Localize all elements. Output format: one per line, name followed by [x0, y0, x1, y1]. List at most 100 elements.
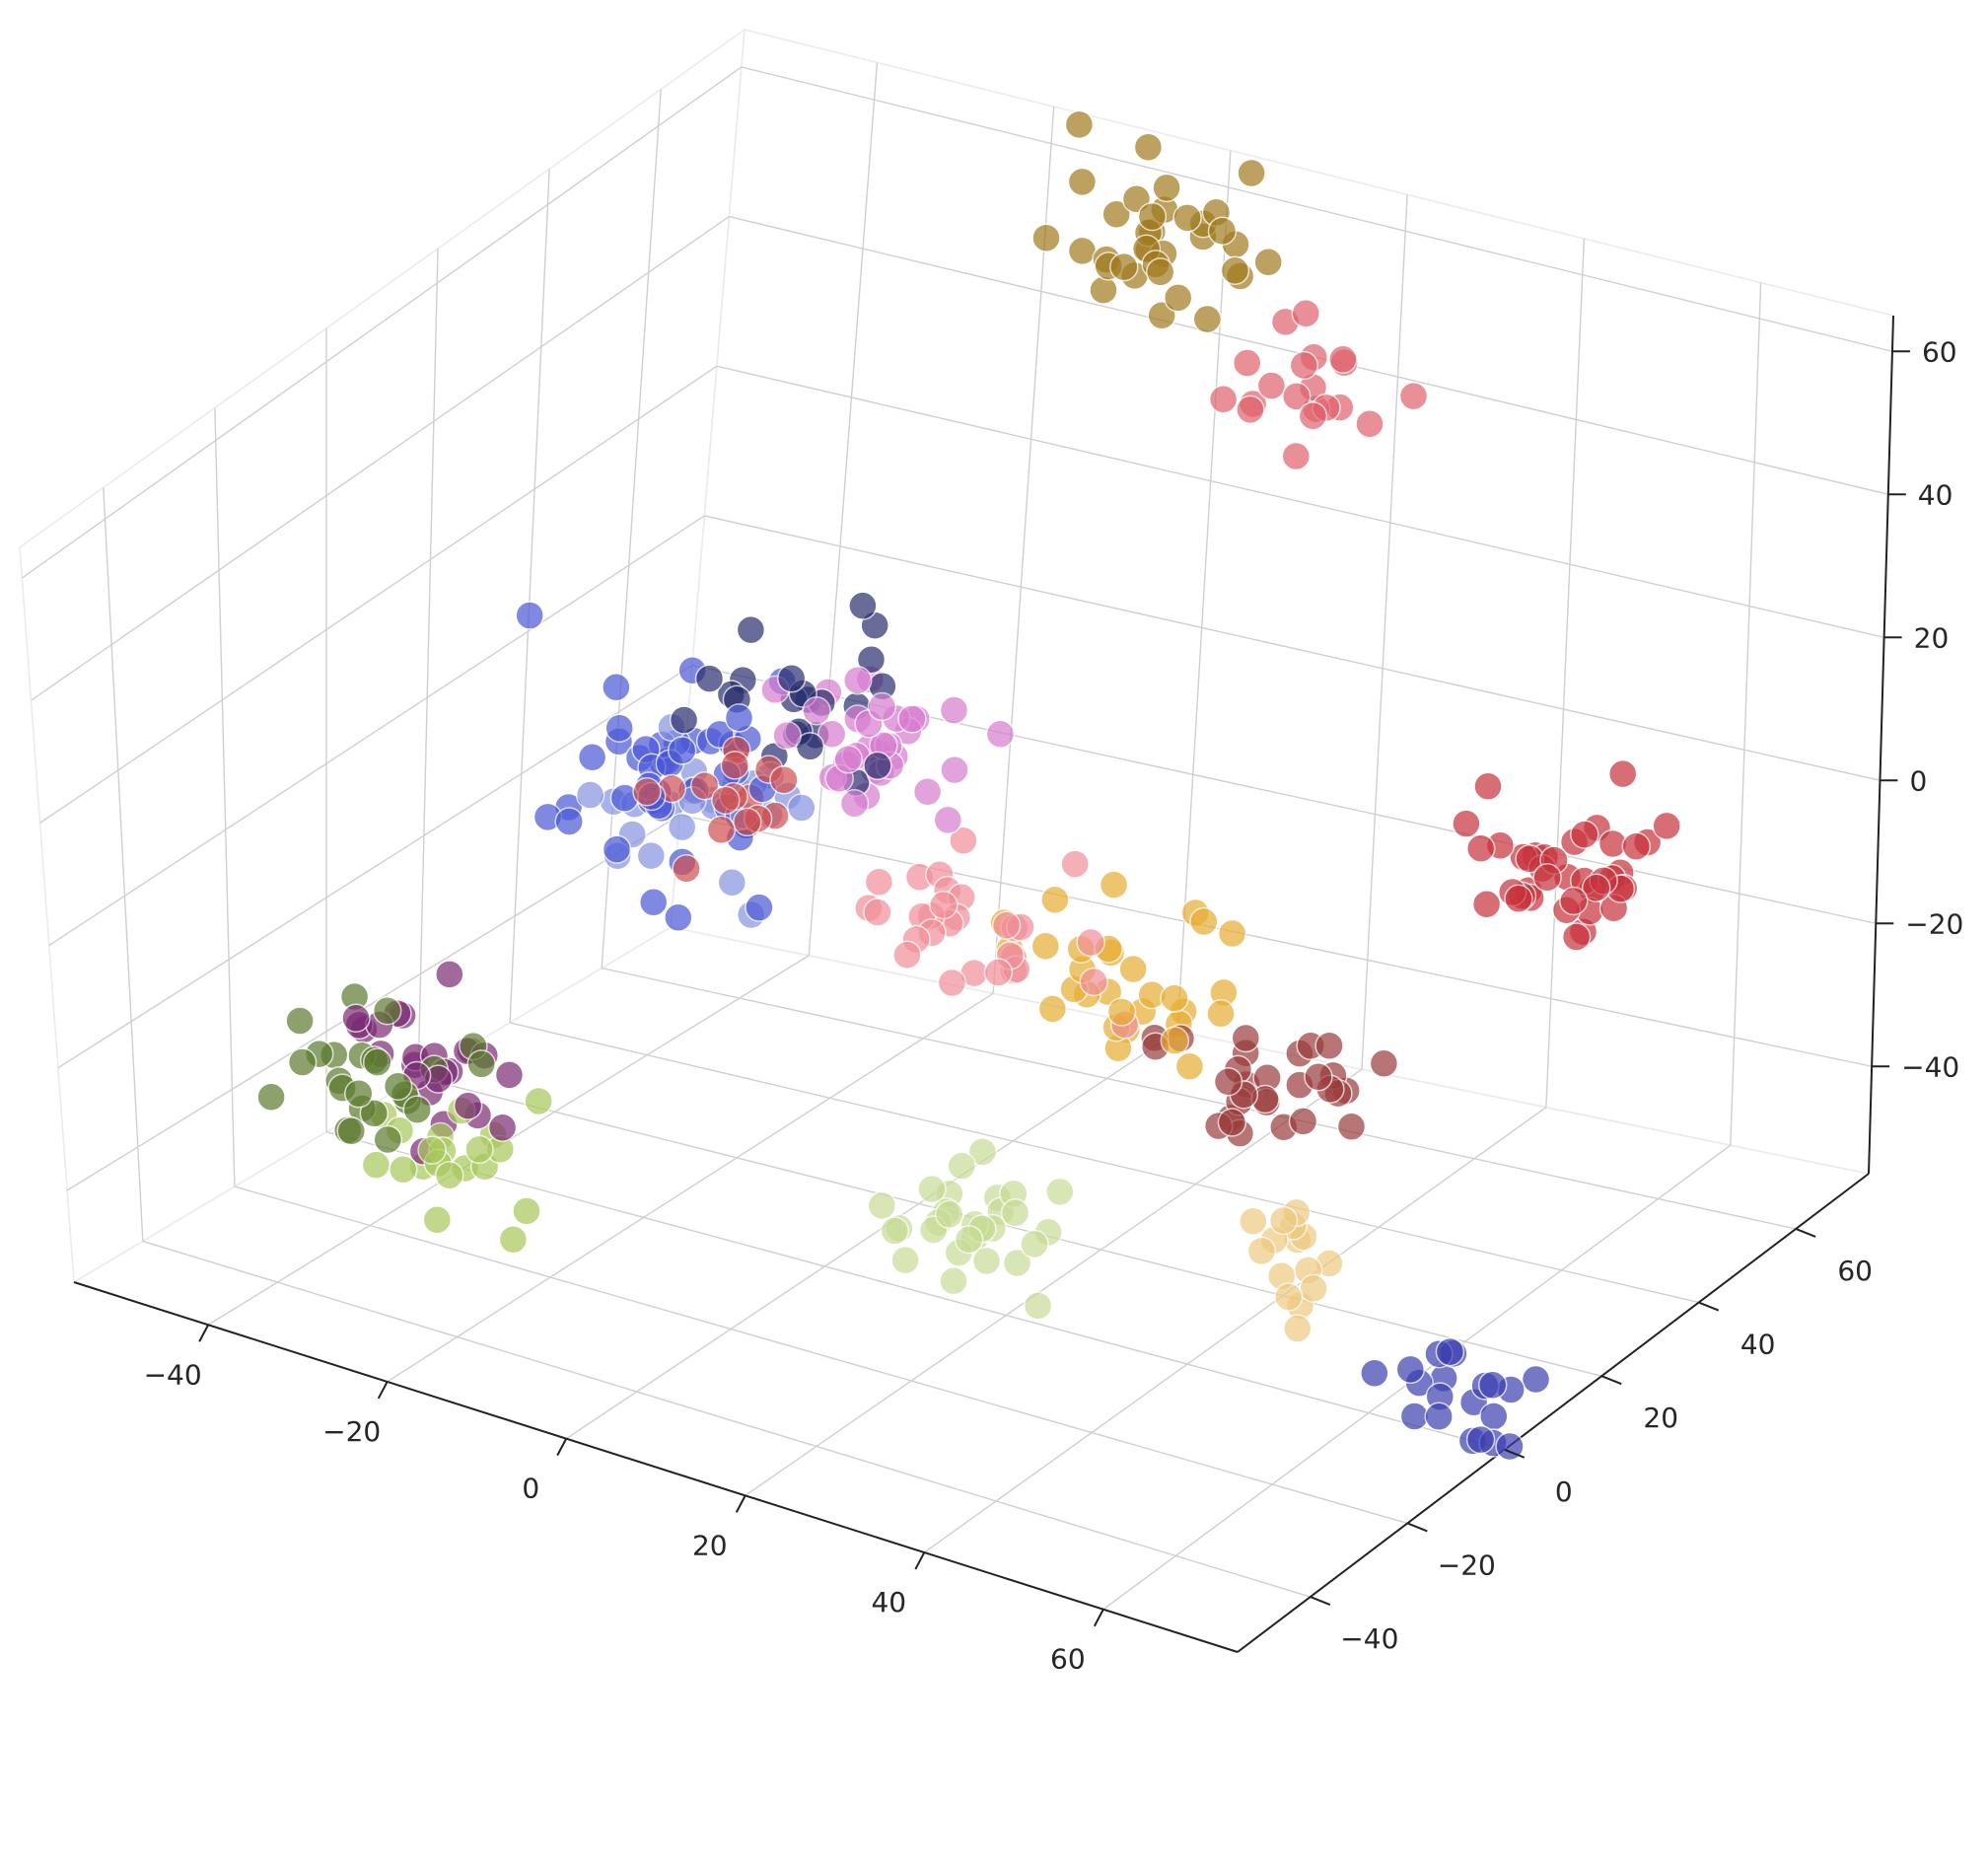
x-axis-tick-mark — [914, 1551, 926, 1570]
scatter-point-cluster-16 — [971, 1246, 1002, 1276]
x-axis-tick-mark — [1093, 1609, 1104, 1627]
scatter-point-cluster-0 — [1152, 173, 1181, 203]
grid-line-x-back — [1730, 282, 1762, 1146]
scatter-point-cluster-16 — [1023, 1291, 1053, 1321]
scatter-point-cluster-15 — [361, 1150, 391, 1180]
y-axis-tick-mark — [1795, 1228, 1816, 1238]
scatter-point-cluster-15 — [464, 1134, 494, 1165]
scatter-point-cluster-3 — [1288, 1107, 1318, 1136]
scatter-point-cluster-6 — [1395, 1354, 1426, 1385]
y-axis-tick-label: 40 — [1740, 1329, 1776, 1361]
scatter-point-cluster-1 — [1208, 385, 1239, 414]
scatter-point-cluster-11 — [1076, 927, 1105, 958]
scatter-point-cluster-0 — [1089, 275, 1118, 305]
scatter-point-cluster-16 — [1000, 1197, 1030, 1228]
grid-line-y-left — [601, 89, 662, 969]
grid-line-x-floor — [923, 1107, 1547, 1553]
scatter-point-cluster-2 — [1473, 771, 1503, 802]
scatter-point-cluster-0 — [1207, 216, 1238, 246]
grid-line-y-left — [417, 249, 439, 1078]
scatter-point-cluster-10 — [833, 745, 863, 774]
grid-line-z-back — [679, 814, 1873, 1067]
x-axis-line — [73, 1281, 1239, 1653]
y-axis-tick-mark — [1698, 1301, 1720, 1312]
scatter-point-cluster-10 — [867, 691, 897, 722]
scatter-point-cluster-0 — [1253, 248, 1283, 277]
scatter-point-cluster-2 — [1559, 886, 1589, 916]
scatter-point-cluster-12 — [711, 785, 741, 816]
scatter-point-cluster-8 — [575, 780, 605, 810]
scatter-point-cluster-7 — [667, 736, 697, 765]
scatter-point-cluster-4 — [1118, 954, 1148, 984]
scatter-point-cluster-10 — [802, 696, 831, 726]
scatter-point-cluster-10 — [842, 666, 873, 695]
x-axis-tick-label: 20 — [692, 1529, 728, 1561]
scatter-point-cluster-2 — [1452, 809, 1481, 838]
scatter-point-cluster-2 — [1652, 811, 1681, 841]
scatter-point-cluster-11 — [863, 898, 892, 927]
scatter-point-cluster-3 — [1314, 1031, 1344, 1061]
scatter-point-cluster-5 — [1239, 1206, 1268, 1237]
scatter-point-cluster-11 — [892, 940, 922, 970]
scatter-point-cluster-6 — [1399, 1402, 1430, 1431]
scatter-point-cluster-13 — [341, 1003, 371, 1033]
grid-line-x-back — [1361, 194, 1408, 1070]
scatter-point-cluster-11 — [929, 890, 958, 920]
scatter-point-cluster-0 — [1237, 158, 1266, 188]
scatter-point-cluster-12 — [672, 853, 701, 884]
scatter-point-cluster-9 — [694, 664, 725, 693]
scatter-point-cluster-4 — [1217, 918, 1247, 949]
grid-line-x-back — [1545, 238, 1586, 1108]
scatter-point-cluster-3 — [1304, 1062, 1333, 1092]
scatter-point-cluster-13 — [487, 1113, 518, 1142]
scatter-point-cluster-7 — [602, 834, 632, 864]
scatter-point-cluster-14 — [285, 1006, 315, 1036]
y-axis-tick-label: 20 — [1643, 1402, 1678, 1434]
scatter-point-cluster-9 — [856, 644, 887, 675]
scatter-point-cluster-10 — [897, 704, 927, 734]
scatter-point-cluster-3 — [1217, 1108, 1247, 1137]
scatter-point-cluster-5 — [1282, 1314, 1313, 1343]
scatter-point-cluster-3 — [1336, 1112, 1367, 1141]
scatter-point-cluster-16 — [1020, 1229, 1049, 1259]
scatter-point-cluster-16 — [1045, 1177, 1075, 1207]
scatter-point-cluster-10 — [772, 720, 802, 751]
scatter-point-cluster-7 — [577, 743, 607, 772]
tick-labels: −40 −20 0 20 40 60 −40 −20 0 20 40 60 −40 −20 0 20 40 60 — [144, 335, 1964, 1675]
scatter-point-cluster-1 — [1298, 400, 1328, 431]
grid-line-y-left — [214, 407, 236, 1187]
scatter-point-cluster-3 — [1369, 1048, 1399, 1078]
scatter-point-cluster-16 — [890, 1245, 920, 1275]
grid-line-z-back — [741, 66, 1893, 352]
scatter-point-cluster-4 — [1206, 998, 1236, 1029]
scatter-point-cluster-5 — [1299, 1273, 1328, 1304]
scatter-point-cluster-12 — [689, 770, 720, 801]
x-axis-tick-label: 0 — [522, 1473, 539, 1505]
scatter-point-cluster-16 — [947, 1151, 976, 1181]
scatter-point-cluster-4 — [1030, 931, 1061, 962]
scatter-point-cluster-0 — [1031, 223, 1061, 253]
scatter-point-cluster-7 — [724, 703, 754, 733]
scatter-point-cluster-14 — [362, 1047, 392, 1077]
y-axis-tick-label: 60 — [1837, 1255, 1873, 1287]
scatter-point-cluster-8 — [787, 793, 816, 823]
scatter-point-cluster-7 — [604, 713, 634, 743]
axis-lines — [73, 315, 1894, 1653]
scatter-point-cluster-14 — [344, 1079, 374, 1109]
scatter-point-cluster-5 — [1268, 1205, 1299, 1236]
scatter-point-cluster-6 — [1424, 1402, 1454, 1432]
grid-line-z-back — [704, 515, 1881, 781]
scatter-point-cluster-0 — [1192, 304, 1223, 334]
scatter-point-cluster-15 — [434, 1160, 464, 1190]
y-axis-tick-label: −40 — [1340, 1622, 1398, 1655]
scatter-point-cluster-11 — [983, 958, 1014, 987]
scatter-point-cluster-1 — [1355, 409, 1384, 439]
scatter-point-cluster-14 — [256, 1082, 286, 1112]
grid-line-x-floor — [387, 992, 994, 1383]
scatter-point-cluster-8 — [667, 812, 697, 842]
scatter-point-cluster-2 — [1471, 889, 1502, 919]
scatter-point-cluster-11 — [1060, 849, 1090, 879]
x-axis-tick-mark — [198, 1324, 210, 1342]
z-axis-line — [1868, 315, 1894, 1175]
y-axis-tick-mark — [1600, 1375, 1622, 1386]
